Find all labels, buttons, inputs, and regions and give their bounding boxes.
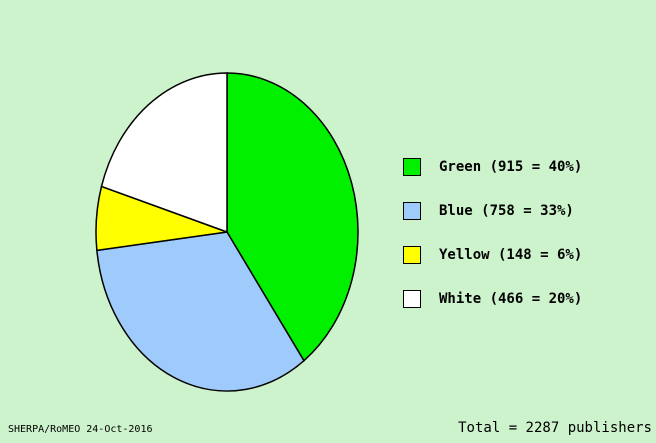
legend-item-green: Green (915 = 40%) [403, 156, 582, 178]
legend-swatch-white [403, 290, 421, 308]
pie-slice-blue [96, 231, 305, 392]
legend-label-green: Green (915 = 40%) [439, 159, 583, 175]
legend-item-blue: Blue (758 = 33%) [403, 200, 582, 222]
legend-label-blue: Blue (758 = 33%) [439, 203, 574, 219]
legend-label-yellow: Yellow (148 = 6%) [439, 247, 583, 263]
legend-item-yellow: Yellow (148 = 6%) [403, 244, 582, 266]
legend-swatch-blue [403, 202, 421, 220]
legend-swatch-yellow [403, 246, 421, 264]
source-label: SHERPA/RoMEO 24-Oct-2016 [8, 424, 153, 435]
legend-item-white: White (466 = 20%) [403, 288, 582, 310]
legend-label-white: White (466 = 20%) [439, 291, 583, 307]
legend: Green (915 = 40%) Blue (758 = 33%) Yello… [403, 156, 582, 332]
legend-swatch-green [403, 158, 421, 176]
total-label: Total = 2287 publishers [458, 420, 652, 436]
pie-slice-green [226, 72, 359, 362]
pie-slice-white [100, 72, 228, 234]
